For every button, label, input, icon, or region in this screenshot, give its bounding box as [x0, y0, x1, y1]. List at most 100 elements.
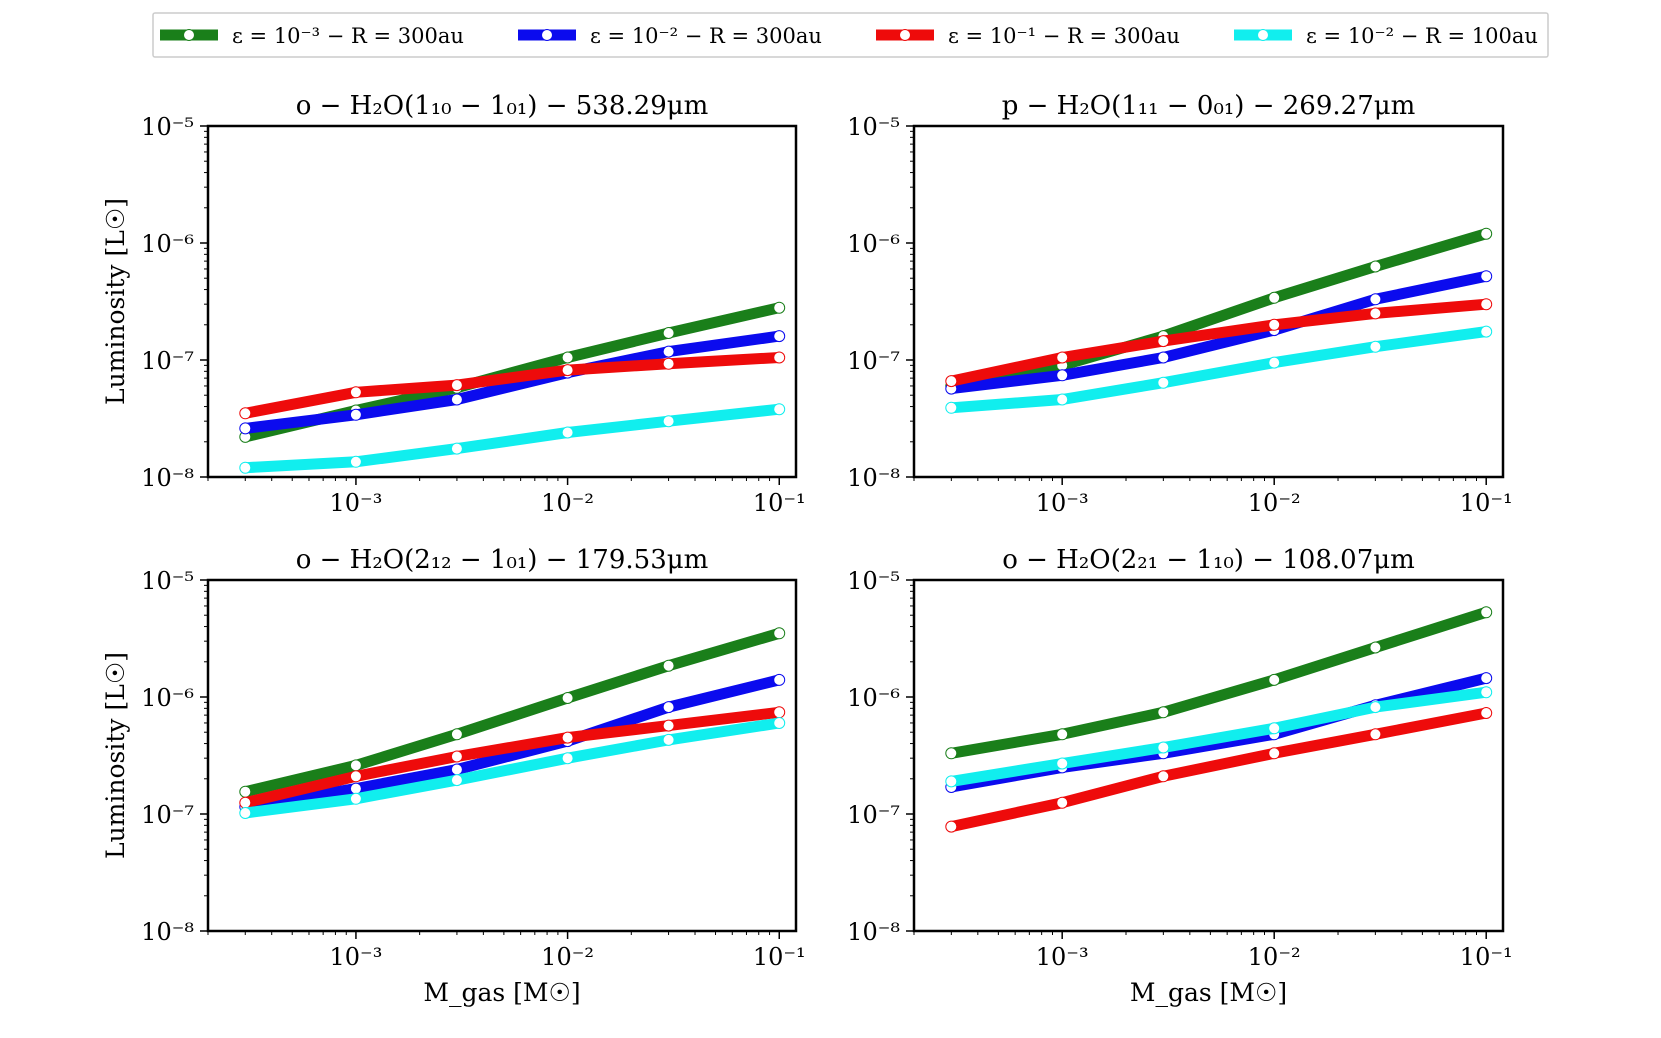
data-point: [1369, 340, 1382, 353]
legend-marker-4: [1257, 29, 1269, 41]
data-point: [561, 364, 574, 377]
data-point: [1056, 393, 1069, 406]
data-point: [1268, 722, 1281, 735]
legend-marker-1: [183, 29, 195, 41]
data-point: [1268, 291, 1281, 304]
legend: ε = 10⁻³ − R = 300au ε = 10⁻² − R = 300au…: [152, 12, 1549, 58]
legend-label-1: ε = 10⁻³ − R = 300au: [232, 24, 464, 48]
data-point: [561, 731, 574, 744]
series-line-3: [950, 707, 1488, 832]
y-axis-label: Luminosity [L☉]: [101, 652, 130, 859]
data-point: [349, 770, 362, 783]
data-point: [662, 701, 675, 714]
data-point: [1369, 293, 1382, 306]
data-point: [349, 408, 362, 421]
series-line-3: [244, 352, 780, 419]
data-point: [349, 759, 362, 772]
data-point: [945, 747, 958, 760]
series-line-4: [245, 403, 780, 474]
y-axis-label: Luminosity [L☉]: [101, 198, 130, 405]
data-point: [773, 706, 786, 719]
data-point: [1369, 701, 1382, 714]
data-point: [1369, 260, 1382, 273]
legend-label-4: ε = 10⁻² − R = 100au: [1306, 24, 1538, 48]
data-point: [1157, 335, 1170, 348]
y-tick-label: 10⁻⁵: [141, 113, 194, 141]
y-tick-label: 10⁻⁶: [141, 230, 194, 258]
x-tick-label: 10⁻²: [541, 943, 594, 971]
x-tick-label: 10⁻³: [330, 943, 383, 971]
series-line-2: [244, 330, 780, 434]
data-point: [1268, 673, 1281, 686]
series-line-4: [950, 326, 1487, 414]
x-axis-label: M_gas [M☉]: [423, 978, 580, 1007]
data-point: [561, 692, 574, 704]
x-axis-label: M_gas [M☉]: [1130, 978, 1287, 1007]
data-point: [239, 422, 252, 435]
y-tick-label: 10⁻⁷: [847, 801, 900, 829]
data-point: [1369, 641, 1382, 654]
panel-4: o − H₂O(2₂₁ − 1₁₀) − 108.07μm 10⁻⁵ 10⁻⁶ 10⁻…: [847, 545, 1512, 1007]
legend-frame: [152, 12, 1549, 58]
legend-marker-2: [541, 29, 553, 41]
data-point: [662, 659, 675, 672]
series-line-1: [950, 228, 1488, 392]
data-point: [773, 330, 786, 343]
x-tick-label: 10⁻²: [1248, 489, 1301, 517]
axes-frame: [206, 578, 798, 933]
data-point: [662, 733, 675, 746]
data-point: [1157, 770, 1170, 783]
x-tick-label: 10⁻¹: [1460, 489, 1513, 517]
y-tick-label: 10⁻⁵: [847, 113, 900, 141]
x-tick-label: 10⁻¹: [753, 489, 806, 517]
x-tick-label: 10⁻¹: [753, 943, 806, 971]
series-group: [945, 606, 1493, 833]
data-point: [1056, 351, 1069, 364]
series-line-3: [950, 298, 1487, 387]
legend-label-2: ε = 10⁻² − R = 300au: [590, 24, 822, 48]
series-line-1: [950, 607, 1488, 759]
data-point: [1157, 376, 1170, 389]
y-tick-label: 10⁻⁵: [847, 567, 900, 595]
panels: o − H₂O(1₁₀ − 1₀₁) − 538.29μm 10⁻⁵ 10⁻⁶ 10⁻…: [101, 91, 1513, 1007]
legend-label-3: ε = 10⁻¹ − R = 300au: [948, 24, 1180, 48]
y-tick-label: 10⁻⁸: [847, 464, 900, 492]
x-tick-label: 10⁻²: [541, 489, 594, 517]
data-point: [945, 375, 958, 388]
data-point: [773, 717, 786, 729]
series-line-4: [950, 686, 1487, 787]
data-point: [239, 785, 252, 798]
data-point: [239, 796, 252, 809]
data-point: [773, 403, 786, 416]
data-point: [662, 345, 675, 358]
y-tick-label: 10⁻⁸: [847, 918, 900, 946]
data-point: [561, 426, 574, 439]
data-point: [773, 627, 786, 640]
data-point: [239, 807, 252, 819]
x-tick-label: 10⁻³: [1036, 489, 1089, 517]
data-point: [945, 820, 958, 833]
data-point: [450, 442, 463, 455]
x-tick-label: 10⁻¹: [1460, 943, 1513, 971]
data-point: [945, 775, 958, 788]
y-tick-label: 10⁻⁶: [141, 684, 194, 712]
data-point: [1268, 356, 1281, 369]
y-tick-label: 10⁻⁷: [141, 347, 194, 375]
data-point: [561, 752, 574, 765]
legend-marker-3: [899, 29, 911, 41]
y-tick-label: 10⁻⁷: [847, 347, 900, 375]
panel-title: o − H₂O(1₁₀ − 1₀₁) − 538.29μm: [296, 91, 709, 121]
data-point: [773, 301, 786, 314]
data-point: [450, 728, 463, 741]
series-line-2: [244, 674, 781, 813]
x-tick-label: 10⁻²: [1248, 943, 1301, 971]
data-point: [1056, 757, 1069, 770]
data-point: [773, 673, 786, 686]
data-point: [1369, 307, 1382, 320]
axes-frame: [206, 124, 798, 479]
y-tick-label: 10⁻⁵: [141, 567, 194, 595]
data-point: [1268, 747, 1281, 760]
panel-title: o − H₂O(2₂₁ − 1₁₀) − 108.07μm: [1002, 545, 1415, 575]
data-point: [1268, 318, 1281, 331]
